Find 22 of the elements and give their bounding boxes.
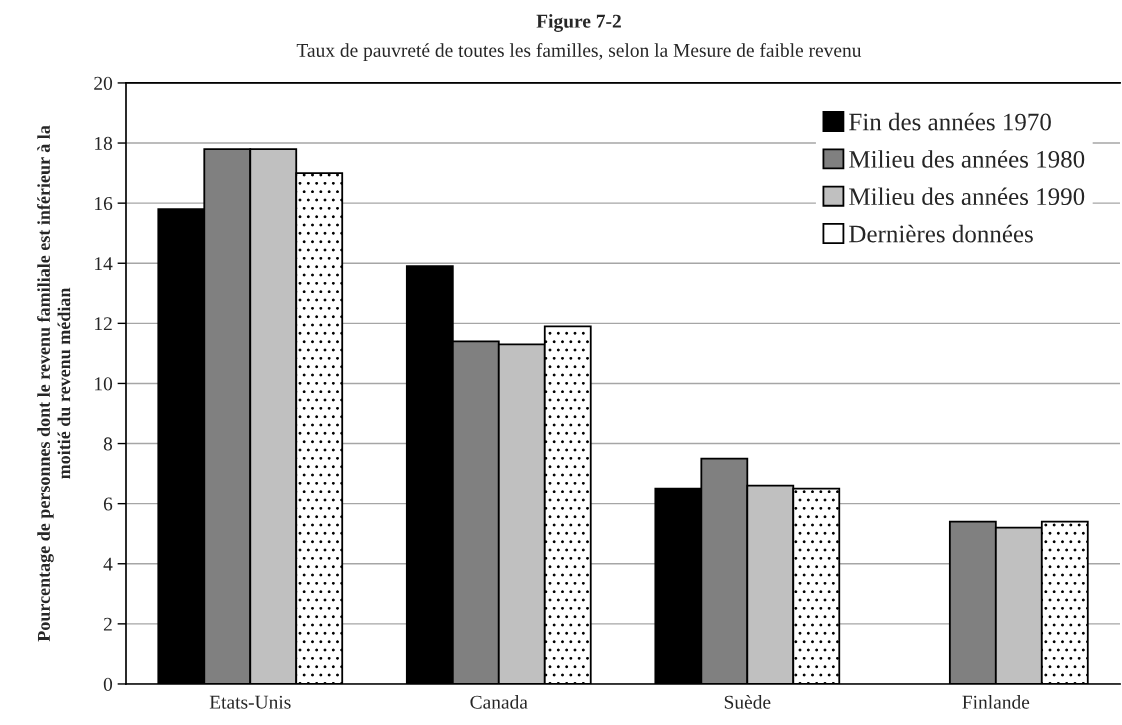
y-tick-label: 4 (103, 557, 113, 571)
legend-label: Dernières données (849, 224, 1033, 243)
x-tick-label: Suède (724, 695, 771, 709)
y-tick-label: 8 (103, 437, 113, 451)
y-tick-label: 2 (103, 617, 112, 631)
y-tick-label: 12 (95, 317, 112, 331)
y-tick-label: 16 (95, 197, 113, 211)
y-tick-label: 18 (95, 136, 113, 150)
chart-title: Figure 7-2 (536, 14, 621, 32)
y-tick-label: 10 (95, 377, 113, 391)
x-tick-label: Canada (470, 695, 528, 709)
x-tick-label: Finlande (962, 695, 1030, 709)
legend-label: Fin des années 1970 (849, 112, 1051, 131)
y-tick-label: 0 (103, 677, 113, 691)
legend-label: Milieu des années 1990 (849, 187, 1085, 206)
x-tick-label: Etats-Unis (209, 695, 291, 709)
y-tick-label: 6 (103, 497, 113, 511)
y-axis-title: Pourcentage de personnes dont le revenu familiale est inférieur à la moitié du revenu médian (37, 125, 71, 642)
chart-subtitle: Taux de pauvreté de toutes les familles, selon la Mesure de faible revenu (296, 43, 862, 61)
y-tick-label: 20 (94, 76, 113, 90)
y-tick-label: 14 (95, 257, 113, 270)
legend-label: Milieu des années 1980 (849, 150, 1085, 168)
